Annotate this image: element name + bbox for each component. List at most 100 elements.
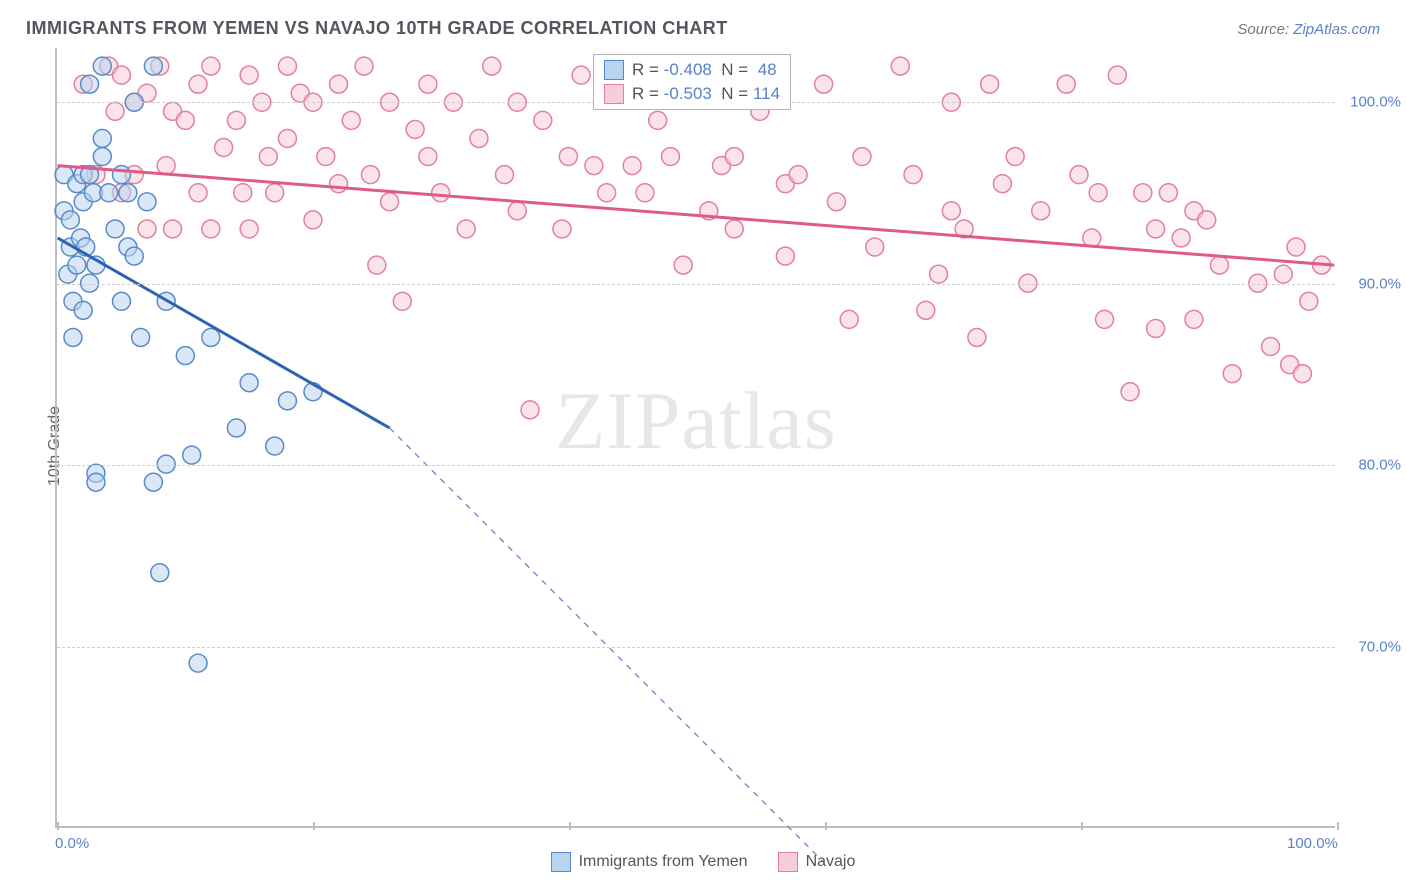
data-point xyxy=(623,157,641,175)
data-point xyxy=(1287,238,1305,256)
x-tick xyxy=(825,822,827,830)
data-point xyxy=(904,166,922,184)
data-point xyxy=(144,57,162,75)
data-point xyxy=(968,329,986,347)
data-point xyxy=(132,329,150,347)
y-tick-label: 90.0% xyxy=(1358,275,1401,292)
data-point xyxy=(432,184,450,202)
data-point xyxy=(661,148,679,166)
data-point xyxy=(64,329,82,347)
trend-line xyxy=(390,428,824,862)
x-tick xyxy=(1081,822,1083,830)
data-point xyxy=(1096,310,1114,328)
gridline xyxy=(57,647,1335,648)
data-point xyxy=(1032,202,1050,220)
x-tick xyxy=(313,822,315,830)
swatch-navajo xyxy=(604,84,624,104)
data-point xyxy=(93,129,111,147)
data-point xyxy=(164,220,182,238)
data-point xyxy=(87,473,105,491)
data-point xyxy=(1198,211,1216,229)
data-point xyxy=(853,148,871,166)
stats-row-navajo: R = -0.503 N = 114 xyxy=(594,82,790,106)
data-point xyxy=(151,564,169,582)
data-point xyxy=(138,220,156,238)
data-point xyxy=(406,120,424,138)
data-point xyxy=(649,111,667,129)
data-point xyxy=(368,256,386,274)
data-point xyxy=(585,157,603,175)
data-point xyxy=(138,193,156,211)
data-point xyxy=(930,265,948,283)
data-point xyxy=(183,446,201,464)
data-point xyxy=(355,57,373,75)
data-point xyxy=(1293,365,1311,383)
legend-item-navajo: Navajo xyxy=(778,852,856,872)
stats-row-yemen: R = -0.408 N = 48 xyxy=(594,58,790,82)
plot-area: ZIPatlas 70.0%80.0%90.0%100.0%0.0%100.0% xyxy=(55,48,1335,828)
data-point xyxy=(81,75,99,93)
data-point xyxy=(100,184,118,202)
data-point xyxy=(240,374,258,392)
data-point xyxy=(278,57,296,75)
data-point xyxy=(176,111,194,129)
legend-label-navajo: Navajo xyxy=(806,853,856,871)
data-point xyxy=(1210,256,1228,274)
data-point xyxy=(259,148,277,166)
chart-title: IMMIGRANTS FROM YEMEN VS NAVAJO 10TH GRA… xyxy=(26,18,728,39)
data-point xyxy=(125,247,143,265)
data-point xyxy=(1172,229,1190,247)
data-point xyxy=(342,111,360,129)
data-point xyxy=(917,301,935,319)
bottom-legend: Immigrants from Yemen Navajo xyxy=(0,852,1406,872)
legend-swatch-yemen xyxy=(551,852,571,872)
data-point xyxy=(1089,184,1107,202)
data-point xyxy=(553,220,571,238)
trend-line xyxy=(58,238,390,428)
data-point xyxy=(1147,220,1165,238)
data-point xyxy=(508,202,526,220)
data-point xyxy=(1223,365,1241,383)
n-label: N = xyxy=(712,60,758,80)
data-point xyxy=(457,220,475,238)
source-prefix: Source: xyxy=(1237,21,1293,38)
data-point xyxy=(189,184,207,202)
n-value-yemen: 48 xyxy=(758,60,777,80)
data-point xyxy=(1300,292,1318,310)
data-point xyxy=(1070,166,1088,184)
data-point xyxy=(119,184,137,202)
stats-legend-box: R = -0.408 N = 48 R = -0.503 N = 114 xyxy=(593,54,791,110)
data-point xyxy=(1147,319,1165,337)
data-point xyxy=(1274,265,1292,283)
data-point xyxy=(202,220,220,238)
data-point xyxy=(240,220,258,238)
data-point xyxy=(215,139,233,157)
data-point xyxy=(776,247,794,265)
y-tick-label: 70.0% xyxy=(1358,638,1401,655)
data-point xyxy=(227,419,245,437)
data-point xyxy=(234,184,252,202)
data-point xyxy=(189,75,207,93)
data-point xyxy=(278,129,296,147)
gridline xyxy=(57,284,1335,285)
x-tick-label: 0.0% xyxy=(55,835,89,852)
data-point xyxy=(942,202,960,220)
data-point xyxy=(981,75,999,93)
data-point xyxy=(266,184,284,202)
data-point xyxy=(74,301,92,319)
y-tick-label: 100.0% xyxy=(1350,94,1401,111)
data-point xyxy=(157,455,175,473)
r-label: R = xyxy=(632,84,664,104)
r-value-yemen: -0.408 xyxy=(664,60,712,80)
legend-item-yemen: Immigrants from Yemen xyxy=(551,852,748,872)
source-credit: Source: ZipAtlas.com xyxy=(1237,21,1380,38)
data-point xyxy=(725,148,743,166)
data-point xyxy=(815,75,833,93)
x-tick xyxy=(1337,822,1339,830)
data-point xyxy=(381,193,399,211)
data-point xyxy=(189,654,207,672)
data-point xyxy=(1185,310,1203,328)
data-point xyxy=(157,157,175,175)
data-point xyxy=(202,329,220,347)
data-point xyxy=(61,211,79,229)
